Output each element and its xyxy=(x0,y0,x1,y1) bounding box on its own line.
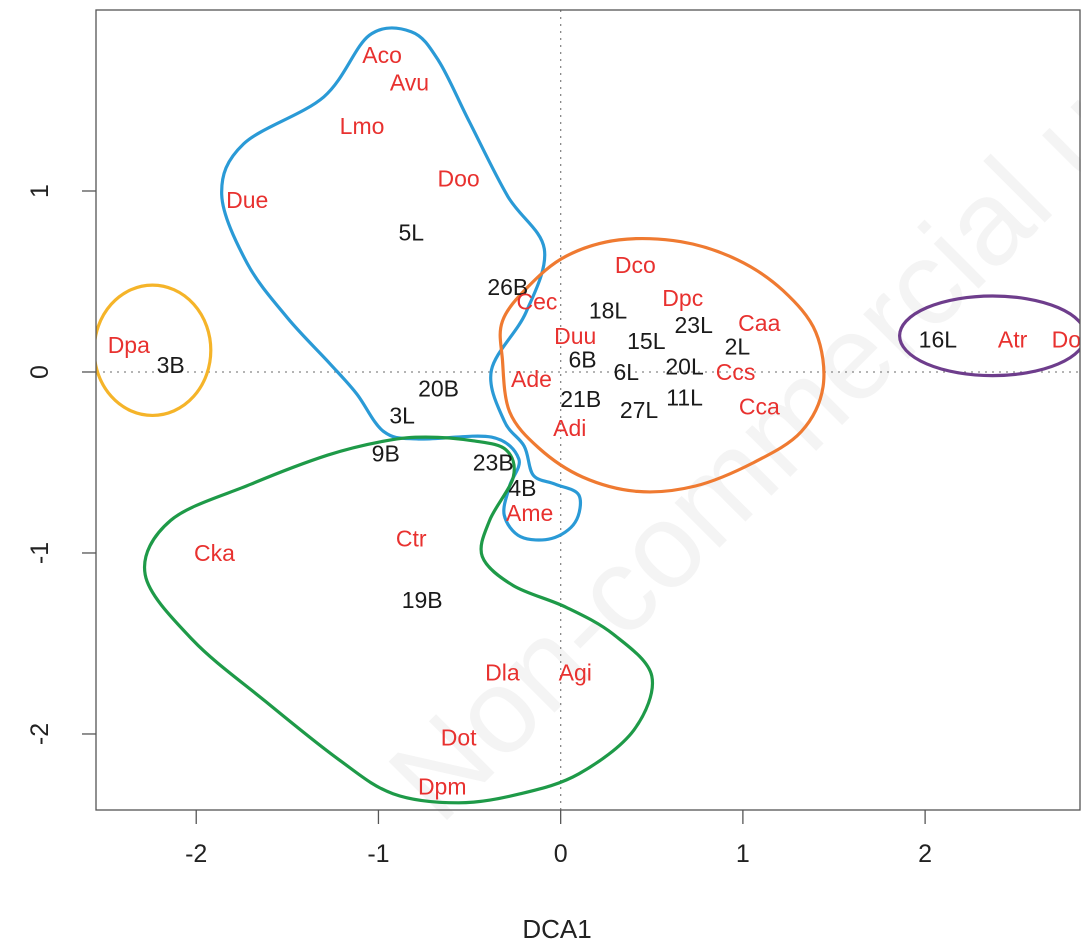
green-cluster-outline xyxy=(142,435,655,805)
species-label: Cec xyxy=(517,288,558,314)
site-label: 21B xyxy=(560,386,601,412)
site-label: 20B xyxy=(418,375,459,401)
y-tick-label: 0 xyxy=(26,365,54,379)
species-label: Dco xyxy=(615,252,656,278)
species-label: Dob xyxy=(1052,326,1081,352)
x-axis: -2 -1 0 1 2 xyxy=(185,810,932,868)
species-label: Due xyxy=(226,187,268,213)
species-label: Cka xyxy=(194,540,235,566)
x-tick-label: 0 xyxy=(554,840,568,868)
purple-cluster-outline xyxy=(898,294,1080,378)
site-label: 5L xyxy=(398,220,424,246)
y-axis: -2 -1 0 1 xyxy=(26,184,96,745)
site-label: 20L xyxy=(665,354,704,380)
species-label: Avu xyxy=(390,69,429,95)
site-label: 23B xyxy=(473,449,514,475)
site-label: 11L xyxy=(666,384,703,410)
species-label: Dpa xyxy=(108,332,150,358)
species-label: Ame xyxy=(506,500,553,526)
x-tick-label: -1 xyxy=(367,840,389,868)
species-label: Caa xyxy=(738,310,780,336)
species-label: Duu xyxy=(554,323,596,349)
y-tick-label: -2 xyxy=(26,723,54,745)
blue-cluster-outline xyxy=(220,26,582,542)
reference-lines xyxy=(96,10,1080,810)
site-label: 16L xyxy=(919,326,958,352)
species-label: Cca xyxy=(739,393,780,419)
species-label: Aco xyxy=(362,42,402,68)
site-label: 6L xyxy=(613,359,639,385)
x-tick-label: 2 xyxy=(918,840,932,868)
species-label: Doo xyxy=(438,165,480,191)
site-label: 27L xyxy=(620,397,659,423)
site-label: 2L xyxy=(725,334,751,360)
site-label: 26B xyxy=(487,274,528,300)
x-axis-title: DCA1 xyxy=(522,914,591,944)
species-label: Ctr xyxy=(396,526,427,552)
site-label: 15L xyxy=(627,328,666,354)
site-label: 4B xyxy=(508,475,536,501)
orange-cluster-outline xyxy=(498,236,826,494)
species-label: Atr xyxy=(998,326,1028,352)
site-label: 18L xyxy=(589,297,628,323)
plot-frame xyxy=(95,9,1081,811)
site-label: 3L xyxy=(389,402,415,428)
yellow-cluster-outline xyxy=(96,283,213,418)
species-label: Lmo xyxy=(340,113,385,139)
site-label: 3B xyxy=(157,352,185,378)
species-label: Dpm xyxy=(418,773,467,799)
cluster-hulls xyxy=(96,26,1080,805)
y-tick-label: -1 xyxy=(26,542,54,564)
site-label: 19B xyxy=(402,587,443,613)
species-label: Ade xyxy=(511,366,552,392)
y-tick-label: 1 xyxy=(26,184,54,198)
species-label: Agi xyxy=(559,659,592,685)
x-tick-label: -2 xyxy=(185,840,207,868)
site-label: 9B xyxy=(372,440,400,466)
species-label: Dpc xyxy=(662,285,703,311)
species-label: Ccs xyxy=(716,359,756,385)
species-label: Adi xyxy=(553,415,586,441)
species-label: Dla xyxy=(485,659,520,685)
species-label: Dot xyxy=(441,725,477,751)
x-tick-label: 1 xyxy=(736,840,750,868)
site-label: 6B xyxy=(568,346,596,372)
site-label: 23L xyxy=(675,312,714,338)
